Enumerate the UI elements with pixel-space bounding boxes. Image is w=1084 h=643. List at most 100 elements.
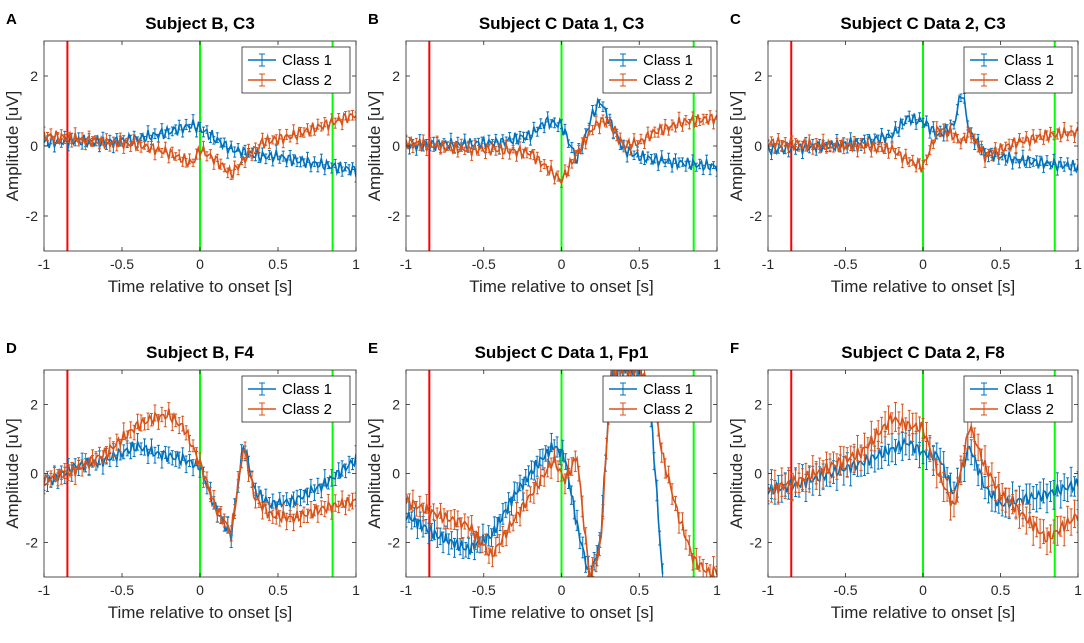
series-class-1 (44, 114, 356, 183)
legend-box (241, 46, 351, 94)
legend-label-class-1: Class 1 (282, 52, 332, 69)
legend-label-class-2: Class 2 (282, 401, 332, 418)
series-line-class-1 (406, 370, 664, 577)
legend: Class 1 Class 2 (602, 375, 712, 423)
panel-e: E Subject C Data 1, Fp1 -1 -0.5 0 0.5 1 -2 0 2 Tim… (365, 340, 721, 622)
y-tick-label: 2 (30, 68, 38, 84)
y-tick-label: -2 (388, 535, 401, 551)
legend: Class 1 Class 2 (963, 375, 1073, 423)
chart-title: Subject C Data 2, F8 (841, 343, 1004, 362)
x-tick-label: 0.5 (630, 256, 650, 272)
x-tick-label: -1 (38, 256, 51, 272)
x-tick-label: 1 (352, 582, 360, 598)
x-tick-label: 0.5 (268, 582, 288, 598)
legend-box (963, 46, 1073, 94)
plot-area (44, 370, 356, 577)
legend-box (602, 46, 712, 94)
x-tick-label: 0.5 (991, 256, 1011, 272)
y-tick-label: 0 (30, 466, 38, 482)
x-axis-label: Time relative to onset [s] (108, 603, 293, 622)
x-tick-label: -1 (762, 582, 775, 598)
x-tick-label: -0.5 (833, 582, 857, 598)
y-tick-label: -2 (388, 208, 401, 224)
chart-title: Subject C Data 2, C3 (840, 14, 1005, 33)
y-tick-label: -2 (750, 535, 763, 551)
x-tick-label: -0.5 (472, 582, 496, 598)
chart-title: Subject B, C3 (145, 14, 255, 33)
x-tick-label: 0.5 (991, 582, 1011, 598)
y-tick-label: 2 (754, 397, 762, 413)
x-tick-label: 1 (713, 256, 721, 272)
x-tick-label: 1 (713, 582, 721, 598)
legend-box (963, 375, 1073, 423)
chart-title: Subject C Data 1, C3 (479, 14, 644, 33)
y-axis-label: Amplitude [uV] (3, 418, 22, 529)
y-tick-label: 0 (30, 138, 38, 154)
series-class-2 (768, 401, 1078, 556)
panel-b: B Subject C Data 1, C3 -1 -0.5 0 0.5 1 -2 0 2 Time… (365, 11, 721, 296)
chart-title: Subject C Data 1, Fp1 (475, 343, 649, 362)
series-line-class-2 (44, 408, 356, 535)
series-class-2 (44, 110, 356, 181)
plot-area (44, 41, 356, 251)
y-tick-label: -2 (26, 535, 39, 551)
x-tick-label: -1 (762, 256, 775, 272)
y-tick-label: 0 (754, 138, 762, 154)
series-line-class-1 (768, 94, 1078, 174)
y-tick-label: 2 (30, 397, 38, 413)
chart-title: Subject B, F4 (146, 343, 254, 362)
legend-label-class-2: Class 2 (1004, 401, 1054, 418)
x-tick-label: -0.5 (833, 256, 857, 272)
y-axis-label: Amplitude [uV] (3, 91, 22, 202)
x-axis-label: Time relative to onset [s] (469, 603, 654, 622)
x-tick-label: 0 (919, 582, 927, 598)
panel-label: F (730, 340, 739, 357)
plot-area (768, 41, 1078, 251)
x-tick-label: -1 (38, 582, 51, 598)
y-tick-label: 0 (392, 138, 400, 154)
legend-label-class-1: Class 1 (1004, 52, 1054, 69)
panel-label: B (368, 11, 379, 28)
x-tick-label: 1 (352, 256, 360, 272)
series-class-1 (406, 96, 717, 177)
series-line-class-1 (406, 96, 717, 172)
y-tick-label: 0 (392, 466, 400, 482)
y-tick-label: -2 (750, 208, 763, 224)
legend-label-class-2: Class 2 (1004, 72, 1054, 89)
y-axis-label: Amplitude [uV] (727, 91, 746, 202)
x-tick-label: 0.5 (630, 582, 650, 598)
legend-label-class-1: Class 1 (282, 381, 332, 398)
series-line-class-2 (768, 412, 1078, 543)
y-tick-label: 2 (754, 68, 762, 84)
legend-label-class-2: Class 2 (282, 72, 332, 89)
x-tick-label: 0 (919, 256, 927, 272)
legend: Class 1 Class 2 (602, 46, 712, 94)
legend-label-class-2: Class 2 (643, 72, 693, 89)
x-tick-label: -0.5 (110, 256, 134, 272)
legend-box (241, 375, 351, 423)
y-tick-label: 2 (392, 397, 400, 413)
series-line-class-2 (44, 111, 356, 181)
y-axis-label: Amplitude [uV] (365, 91, 384, 202)
x-tick-label: 1 (1074, 582, 1082, 598)
panel-label: D (6, 340, 17, 357)
series-line-class-2 (768, 124, 1078, 173)
panel-label: C (730, 11, 741, 28)
x-tick-label: -1 (400, 256, 413, 272)
panel-d: D Subject B, F4 -1 -0.5 0 0.5 1 -2 0 2 Time relati… (3, 340, 360, 622)
x-tick-label: -0.5 (472, 256, 496, 272)
legend-label-class-1: Class 1 (1004, 381, 1054, 398)
panel-label: A (6, 11, 17, 28)
panel-label: E (368, 340, 378, 357)
x-axis-label: Time relative to onset [s] (469, 277, 654, 296)
legend-box (602, 375, 712, 423)
series-class-2 (406, 110, 717, 188)
legend-label-class-2: Class 2 (643, 401, 693, 418)
y-tick-label: 2 (392, 68, 400, 84)
series-line-class-2 (406, 113, 717, 186)
x-axis-label: Time relative to onset [s] (831, 277, 1016, 296)
series-line-class-2 (406, 370, 717, 577)
legend: Class 1 Class 2 (963, 46, 1073, 94)
series-line-class-1 (768, 436, 1078, 510)
